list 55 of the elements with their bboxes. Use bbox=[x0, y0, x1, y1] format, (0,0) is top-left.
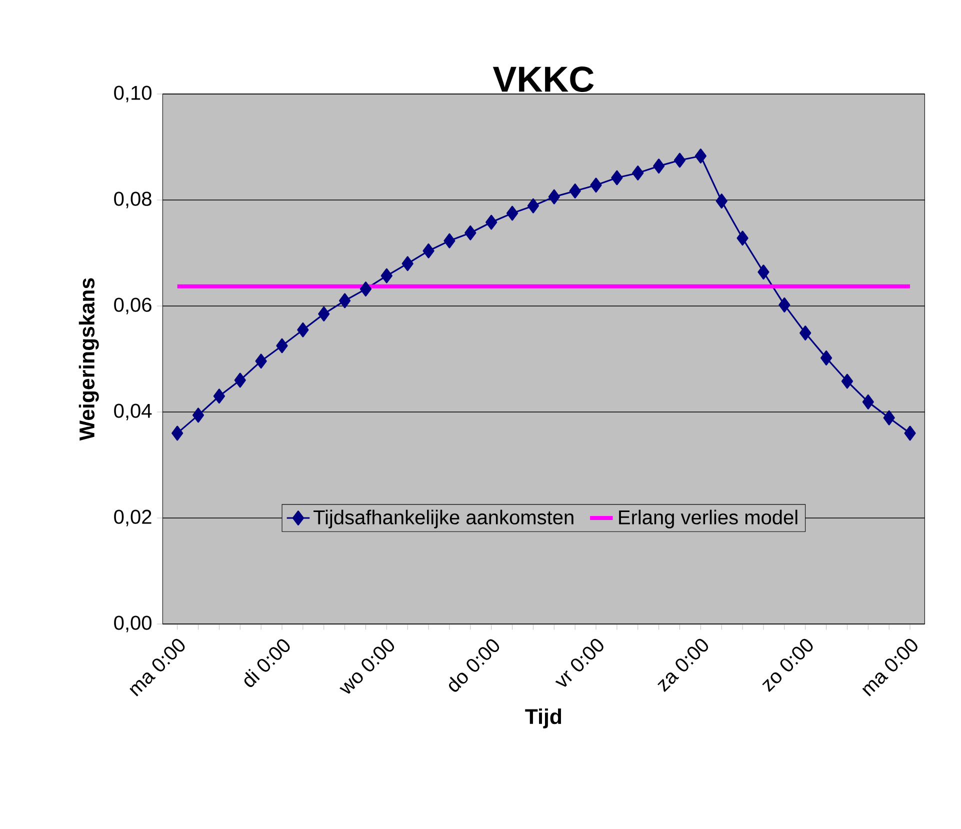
point bbox=[653, 158, 665, 174]
y-tick-label: 0,06 bbox=[114, 298, 152, 314]
x-tick-label: za 0:00 bbox=[658, 638, 708, 692]
y-tick-label: 0,08 bbox=[114, 192, 152, 208]
y-tick-label: 0,04 bbox=[114, 404, 152, 420]
point bbox=[506, 206, 518, 221]
y-axis-title: Weigeringskans bbox=[78, 278, 99, 441]
chart-title: VKKC bbox=[492, 66, 594, 92]
point bbox=[590, 178, 602, 193]
x-tick-label: ma 0:00 bbox=[130, 638, 185, 696]
point bbox=[716, 194, 728, 209]
x-tick-label: zo 0:00 bbox=[762, 638, 813, 692]
point bbox=[172, 426, 184, 441]
point bbox=[192, 408, 204, 423]
point bbox=[255, 354, 267, 369]
point bbox=[862, 394, 874, 410]
point bbox=[318, 306, 330, 322]
point bbox=[694, 148, 706, 164]
x-axis-title: Tijd bbox=[525, 708, 562, 728]
y-tick-label: 0,02 bbox=[114, 510, 152, 526]
point bbox=[548, 189, 560, 204]
point bbox=[883, 410, 895, 426]
point bbox=[234, 372, 246, 388]
point bbox=[758, 264, 770, 280]
point bbox=[464, 225, 476, 240]
point bbox=[820, 350, 832, 366]
point bbox=[800, 326, 812, 340]
point bbox=[632, 166, 644, 180]
point bbox=[841, 374, 854, 389]
point bbox=[904, 426, 916, 441]
point bbox=[338, 293, 351, 308]
x-tick-label: do 0:00 bbox=[449, 639, 500, 692]
point bbox=[444, 233, 456, 248]
x-tick-label: wo 0:00 bbox=[340, 638, 394, 694]
x-tick-label: ma 0:00 bbox=[862, 638, 918, 696]
point bbox=[736, 230, 748, 246]
legend-label: Erlang verlies model bbox=[619, 510, 798, 528]
point bbox=[486, 214, 498, 230]
point bbox=[569, 184, 581, 198]
point bbox=[527, 198, 539, 214]
point bbox=[380, 268, 392, 284]
point bbox=[213, 388, 225, 404]
point bbox=[297, 322, 309, 338]
point bbox=[674, 152, 686, 168]
point bbox=[611, 170, 623, 186]
point bbox=[422, 243, 434, 258]
x-tick-label: vr 0:00 bbox=[555, 638, 604, 687]
y-tick-label: 0,10 bbox=[114, 86, 152, 102]
point bbox=[778, 297, 790, 312]
x-tick-label: di 0:00 bbox=[244, 639, 290, 688]
point bbox=[360, 282, 372, 297]
legend-label: Tijdsafhankelijke aankomsten bbox=[314, 510, 574, 528]
y-tick-label: 0,00 bbox=[114, 616, 152, 632]
point bbox=[402, 256, 414, 272]
point bbox=[276, 338, 288, 354]
